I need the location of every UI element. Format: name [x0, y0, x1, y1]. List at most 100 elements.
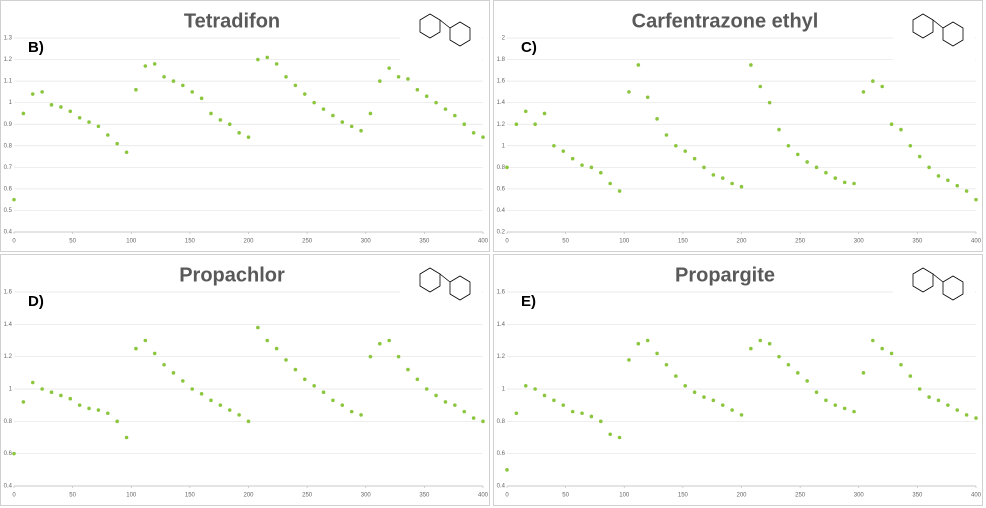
point	[406, 77, 410, 81]
point	[608, 432, 612, 437]
point	[302, 92, 307, 96]
ring	[942, 275, 964, 301]
y-tick-label: 0.2	[497, 230, 506, 236]
point	[908, 143, 913, 148]
y-tick-label: 1.8	[497, 57, 506, 63]
x-tick-label: 350	[912, 493, 923, 499]
chart-panel: 0.4 0.6 0.8 1 1.2 1.4 1.6 0 50 100 150 200 250 300 350…	[493, 254, 983, 506]
point	[396, 354, 401, 359]
point	[570, 409, 575, 414]
point	[702, 165, 706, 170]
point	[68, 109, 73, 114]
x-tick-label: 50	[562, 239, 569, 245]
x-tick-label: 300	[854, 239, 865, 245]
point	[340, 120, 345, 124]
point	[617, 189, 622, 193]
point	[608, 181, 612, 186]
x-tick-label: 150	[185, 493, 196, 499]
point	[87, 406, 91, 411]
x-tick-label: 250	[302, 239, 313, 245]
point	[777, 354, 781, 359]
point	[655, 351, 659, 356]
x-tick-label: 250	[795, 493, 806, 499]
y-tick-label: 1	[502, 143, 506, 149]
point	[814, 390, 819, 395]
y-tick-label: 1.2	[497, 122, 506, 128]
bond	[932, 273, 944, 283]
point	[730, 181, 734, 186]
point	[627, 90, 631, 94]
y-tick-label: 0.6	[497, 451, 506, 457]
y-tick-label: 1.6	[4, 290, 13, 296]
panel-label: E)	[521, 293, 536, 310]
point	[115, 419, 119, 424]
point	[824, 170, 828, 175]
x-tick-label: 50	[69, 239, 76, 245]
point	[664, 362, 669, 367]
point	[674, 143, 678, 148]
point	[833, 403, 838, 407]
point	[152, 62, 157, 66]
point	[87, 120, 91, 124]
structure-bg	[893, 6, 975, 60]
point	[514, 411, 519, 416]
point	[77, 403, 82, 407]
point	[162, 75, 166, 79]
point	[59, 393, 63, 398]
chart-panel: 0.2 0.4 0.6 0.8 1 1.2 1.4 1.6 1.8 2 0 50 100 150 200 25…	[493, 0, 983, 252]
point	[805, 379, 809, 383]
point	[284, 75, 288, 79]
point	[636, 341, 641, 346]
point	[284, 358, 288, 362]
point	[218, 118, 223, 122]
point	[424, 387, 429, 391]
ring	[912, 267, 934, 293]
point	[758, 84, 763, 89]
point	[955, 183, 960, 188]
point	[434, 393, 438, 398]
point	[889, 351, 894, 356]
y-tick-label: 0.8	[497, 419, 506, 425]
structure	[400, 6, 482, 60]
structure	[893, 260, 975, 314]
x-tick-label: 0	[12, 493, 16, 499]
panel-label: B)	[28, 39, 44, 56]
point	[542, 393, 547, 398]
point	[256, 57, 260, 62]
point	[340, 403, 345, 407]
point	[115, 141, 119, 146]
point	[368, 111, 373, 116]
y-tick-label: 1.4	[4, 322, 13, 328]
y-tick-label: 1	[502, 387, 506, 393]
point	[453, 403, 457, 407]
x-tick-label: 400	[971, 493, 982, 499]
point	[293, 367, 298, 372]
point	[96, 124, 101, 129]
point	[190, 387, 195, 391]
point	[917, 154, 922, 159]
point	[124, 435, 129, 440]
point	[49, 103, 54, 107]
point	[561, 149, 566, 153]
point	[321, 107, 326, 111]
point	[533, 387, 537, 391]
point	[824, 398, 828, 403]
point	[777, 127, 781, 132]
point	[331, 398, 335, 403]
x-tick-label: 300	[361, 493, 372, 499]
point	[683, 149, 688, 153]
point	[946, 178, 950, 183]
y-tick-label: 0.6	[4, 186, 13, 192]
y-tick-label: 1.2	[497, 354, 506, 360]
point	[833, 176, 838, 180]
point	[96, 408, 101, 412]
bond	[439, 273, 451, 283]
point	[627, 358, 631, 362]
point	[49, 390, 54, 395]
point	[842, 180, 847, 185]
y-tick-label: 1.4	[497, 100, 506, 106]
x-tick-label: 350	[419, 239, 430, 245]
point	[106, 133, 110, 137]
point	[580, 163, 584, 167]
point	[30, 380, 35, 385]
